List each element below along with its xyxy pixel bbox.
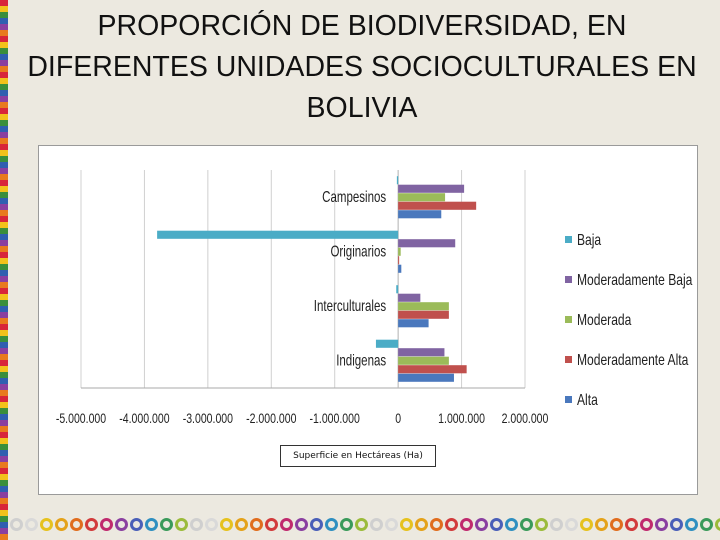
- bar: [398, 247, 401, 256]
- swirl-ornament: [505, 517, 518, 531]
- title-line-2: DIFERENTES UNIDADES SOCIOCULTURALES EN: [27, 51, 697, 83]
- swirl-ornament: [175, 517, 188, 531]
- legend-label: Moderada: [577, 311, 632, 329]
- bar: [157, 230, 399, 239]
- swirl-ornament: [595, 517, 608, 531]
- legend-swatch: [565, 396, 572, 403]
- swirl-ornament: [280, 517, 293, 531]
- swirl-ornament: [160, 517, 173, 531]
- swirl-ornament: [670, 517, 683, 531]
- swirl-ornament: [250, 517, 263, 531]
- page-title: PROPORCIÓN DE BIODIVERSIDAD, EN DIFERENT…: [10, 6, 714, 129]
- bar: [396, 285, 399, 294]
- swirl-ornament: [55, 517, 68, 531]
- swirl-ornament: [520, 517, 533, 531]
- title-line-1: PROPORCIÓN DE BIODIVERSIDAD, EN: [97, 10, 627, 42]
- bar: [398, 210, 442, 219]
- swirl-ornament: [295, 517, 308, 531]
- swirl-ornament: [100, 517, 113, 531]
- swirl-ornament: [565, 517, 578, 531]
- swirl-ornament: [370, 517, 383, 531]
- swirl-ornament: [10, 517, 23, 531]
- swirl-ornament: [235, 517, 248, 531]
- swirl-ornament: [430, 517, 443, 531]
- swirl-ornament: [340, 517, 353, 531]
- swirl-ornament: [685, 517, 698, 531]
- category-label: Campesinos: [322, 187, 386, 205]
- decorative-left-border: [0, 0, 8, 540]
- bar: [398, 264, 402, 273]
- x-tick-label: 1.000.000: [438, 411, 485, 427]
- swirl-ornament: [325, 517, 338, 531]
- x-axis-title: Superficie en Hectáreas (Ha): [280, 445, 436, 467]
- swirl-ornament: [310, 517, 323, 531]
- swirl-ornament: [610, 517, 623, 531]
- legend-swatch: [565, 236, 572, 243]
- legend-swatch: [565, 276, 572, 283]
- swirl-ornament: [640, 517, 653, 531]
- swirl-ornament: [460, 517, 473, 531]
- swirl-ornament: [115, 517, 128, 531]
- swirl-ornament: [40, 517, 53, 531]
- bar: [396, 176, 399, 185]
- legend-label: Moderadamente Alta: [577, 351, 689, 369]
- bar: [398, 193, 446, 202]
- x-tick-label: -2.000.000: [246, 411, 297, 427]
- swirl-ornament: [130, 517, 143, 531]
- bar: [398, 310, 449, 319]
- swirl-ornament: [715, 517, 720, 531]
- legend-label: Alta: [577, 391, 598, 409]
- bar: [398, 356, 449, 365]
- x-tick-label: 0: [395, 411, 401, 427]
- chart-frame: [38, 145, 698, 495]
- category-label: Originarios: [330, 242, 386, 260]
- x-tick-label: -5.000.000: [56, 411, 107, 427]
- x-tick-label: -3.000.000: [183, 411, 234, 427]
- swirl-ornament: [25, 517, 38, 531]
- swirl-ornament: [475, 517, 488, 531]
- swirl-ornament: [70, 517, 83, 531]
- bar: [398, 365, 467, 374]
- swirl-ornament: [655, 517, 668, 531]
- bar: [398, 239, 456, 248]
- category-label: Interculturales: [314, 296, 386, 314]
- x-tick-label: 2.000.000: [502, 411, 549, 427]
- bar: [375, 339, 399, 348]
- swirl-ornament: [400, 517, 413, 531]
- swirl-ornament: [145, 517, 158, 531]
- swirl-ornament: [190, 517, 203, 531]
- swirl-ornament: [220, 517, 233, 531]
- swirl-ornament: [85, 517, 98, 531]
- title-line-3: BOLIVIA: [306, 92, 418, 124]
- swirl-ornament: [355, 517, 368, 531]
- bar: [398, 348, 445, 357]
- swirl-ornament: [700, 517, 713, 531]
- legend-label: Baja: [577, 231, 601, 249]
- legend-swatch: [565, 316, 572, 323]
- bar: [398, 293, 421, 302]
- swirl-ornament: [205, 517, 218, 531]
- swirl-ornament: [445, 517, 458, 531]
- swirl-ornament: [385, 517, 398, 531]
- swirl-ornament: [535, 517, 548, 531]
- bar: [398, 373, 454, 382]
- swirl-ornament: [490, 517, 503, 531]
- x-tick-label: -4.000.000: [119, 411, 170, 427]
- decorative-bottom-band: [10, 513, 720, 535]
- legend-swatch: [565, 356, 572, 363]
- swirl-ornament: [550, 517, 563, 531]
- legend-label: Moderadamente Baja: [577, 271, 693, 289]
- swirl-ornament: [265, 517, 278, 531]
- bar: [398, 256, 400, 265]
- x-tick-label: -1.000.000: [310, 411, 361, 427]
- bar: [398, 201, 477, 210]
- swirl-ornament: [580, 517, 593, 531]
- bar: [398, 319, 429, 328]
- swirl-ornament: [415, 517, 428, 531]
- bar: [398, 184, 465, 193]
- category-label: Indigenas: [336, 351, 386, 369]
- swirl-ornament: [625, 517, 638, 531]
- bar: [398, 302, 449, 311]
